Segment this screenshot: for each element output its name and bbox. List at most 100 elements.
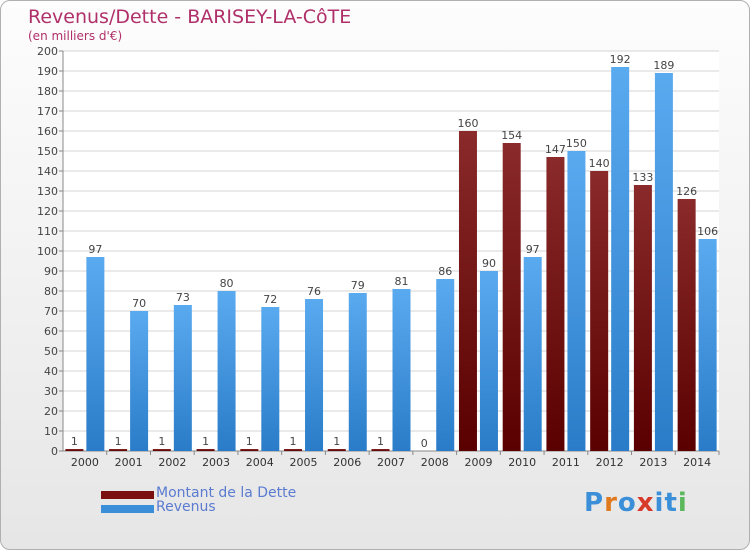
logo-letter: P <box>584 488 605 518</box>
bar-dette <box>109 449 128 451</box>
bar-revenus <box>261 307 280 451</box>
y-tick-label: 10 <box>44 425 58 438</box>
y-tick-label: 50 <box>44 345 58 358</box>
y-tick-label: 110 <box>37 225 58 238</box>
y-tick-label: 100 <box>37 245 58 258</box>
y-tick-label: 180 <box>37 85 58 98</box>
legend-swatch-dette <box>101 491 154 499</box>
logo-letter: x <box>636 488 655 518</box>
data-label-revenus: 79 <box>351 279 365 292</box>
data-label-dette: 1 <box>158 435 165 448</box>
data-label-dette: 133 <box>632 171 653 184</box>
data-label-revenus: 192 <box>610 53 631 66</box>
x-tick-label: 2008 <box>421 456 449 469</box>
bar-dette <box>371 449 390 451</box>
y-tick-label: 160 <box>37 125 58 138</box>
y-tick-label: 90 <box>44 265 58 278</box>
x-tick-label: 2003 <box>202 456 230 469</box>
logo-letter: i <box>654 488 665 518</box>
data-label-revenus: 106 <box>697 225 718 238</box>
y-tick-label: 20 <box>44 405 58 418</box>
legend-label-dette: Montant de la Dette <box>156 485 297 501</box>
y-tick-label: 30 <box>44 385 58 398</box>
y-tick-label: 120 <box>37 205 58 218</box>
x-tick-label: 2012 <box>596 456 624 469</box>
data-label-dette: 160 <box>457 117 478 130</box>
bar-revenus <box>392 289 411 451</box>
bar-revenus <box>173 305 192 451</box>
y-tick-label: 200 <box>37 45 58 58</box>
bar-dette <box>65 449 84 451</box>
bar-dette <box>633 185 652 451</box>
y-tick-label: 150 <box>37 145 58 158</box>
x-tick-label: 2014 <box>683 456 711 469</box>
x-tick-label: 2000 <box>71 456 99 469</box>
data-label-dette: 1 <box>115 435 122 448</box>
bar-revenus <box>86 257 105 451</box>
bar-dette <box>502 143 521 451</box>
bar-dette <box>677 199 696 451</box>
bar-dette <box>458 131 477 451</box>
y-tick-label: 190 <box>37 65 58 78</box>
proxiti-logo: Proxiti <box>584 488 688 518</box>
y-tick-label: 0 <box>51 445 58 458</box>
x-tick-label: 2013 <box>639 456 667 469</box>
data-label-dette: 1 <box>246 435 253 448</box>
bar-dette <box>152 449 171 451</box>
bar-revenus <box>654 73 673 451</box>
y-tick-label: 140 <box>37 165 58 178</box>
data-label-dette: 140 <box>589 157 610 170</box>
data-label-revenus: 97 <box>526 243 540 256</box>
bar-revenus <box>523 257 542 451</box>
y-tick-label: 40 <box>44 365 58 378</box>
data-label-dette: 1 <box>71 435 78 448</box>
bar-dette <box>240 449 259 451</box>
data-label-dette: 126 <box>676 185 697 198</box>
x-tick-label: 2009 <box>464 456 492 469</box>
bar-dette <box>196 449 215 451</box>
data-label-revenus: 76 <box>307 285 321 298</box>
data-label-revenus: 86 <box>438 265 452 278</box>
x-tick-label: 2004 <box>246 456 274 469</box>
data-label-revenus: 189 <box>653 59 674 72</box>
bar-revenus <box>698 239 717 451</box>
y-tick-label: 60 <box>44 325 58 338</box>
y-tick-label: 70 <box>44 305 58 318</box>
bar-dette <box>546 157 565 451</box>
x-tick-label: 2010 <box>508 456 536 469</box>
x-tick-label: 2005 <box>290 456 318 469</box>
data-label-dette: 1 <box>290 435 297 448</box>
x-tick-label: 2006 <box>333 456 361 469</box>
y-tick-label: 170 <box>37 105 58 118</box>
bar-revenus <box>436 279 455 451</box>
data-label-revenus: 70 <box>132 297 146 310</box>
bar-revenus <box>130 311 149 451</box>
data-label-revenus: 72 <box>263 293 277 306</box>
x-tick-label: 2007 <box>377 456 405 469</box>
x-tick-label: 2001 <box>115 456 143 469</box>
x-tick-label: 2011 <box>552 456 580 469</box>
data-label-revenus: 150 <box>566 137 587 150</box>
bar-dette <box>284 449 303 451</box>
data-label-revenus: 90 <box>482 257 496 270</box>
y-tick-label: 80 <box>44 285 58 298</box>
logo-letter: t <box>664 488 678 518</box>
x-tick-label: 2002 <box>158 456 186 469</box>
data-label-revenus: 80 <box>220 277 234 290</box>
data-label-dette: 1 <box>202 435 209 448</box>
logo-letter: i <box>677 488 688 518</box>
data-label-revenus: 81 <box>395 275 409 288</box>
logo-letter: r <box>604 488 618 518</box>
logo-letter: o <box>617 488 637 518</box>
bar-dette <box>327 449 346 451</box>
chart-title: Revenus/Dette - BARISEY-LA-CôTE <box>28 6 352 28</box>
data-label-revenus: 97 <box>88 243 102 256</box>
data-label-dette: 147 <box>545 143 566 156</box>
data-label-dette: 1 <box>333 435 340 448</box>
legend-label-revenus: Revenus <box>156 499 216 515</box>
data-label-dette: 154 <box>501 129 522 142</box>
bar-revenus <box>305 299 324 451</box>
bar-dette <box>590 171 609 451</box>
